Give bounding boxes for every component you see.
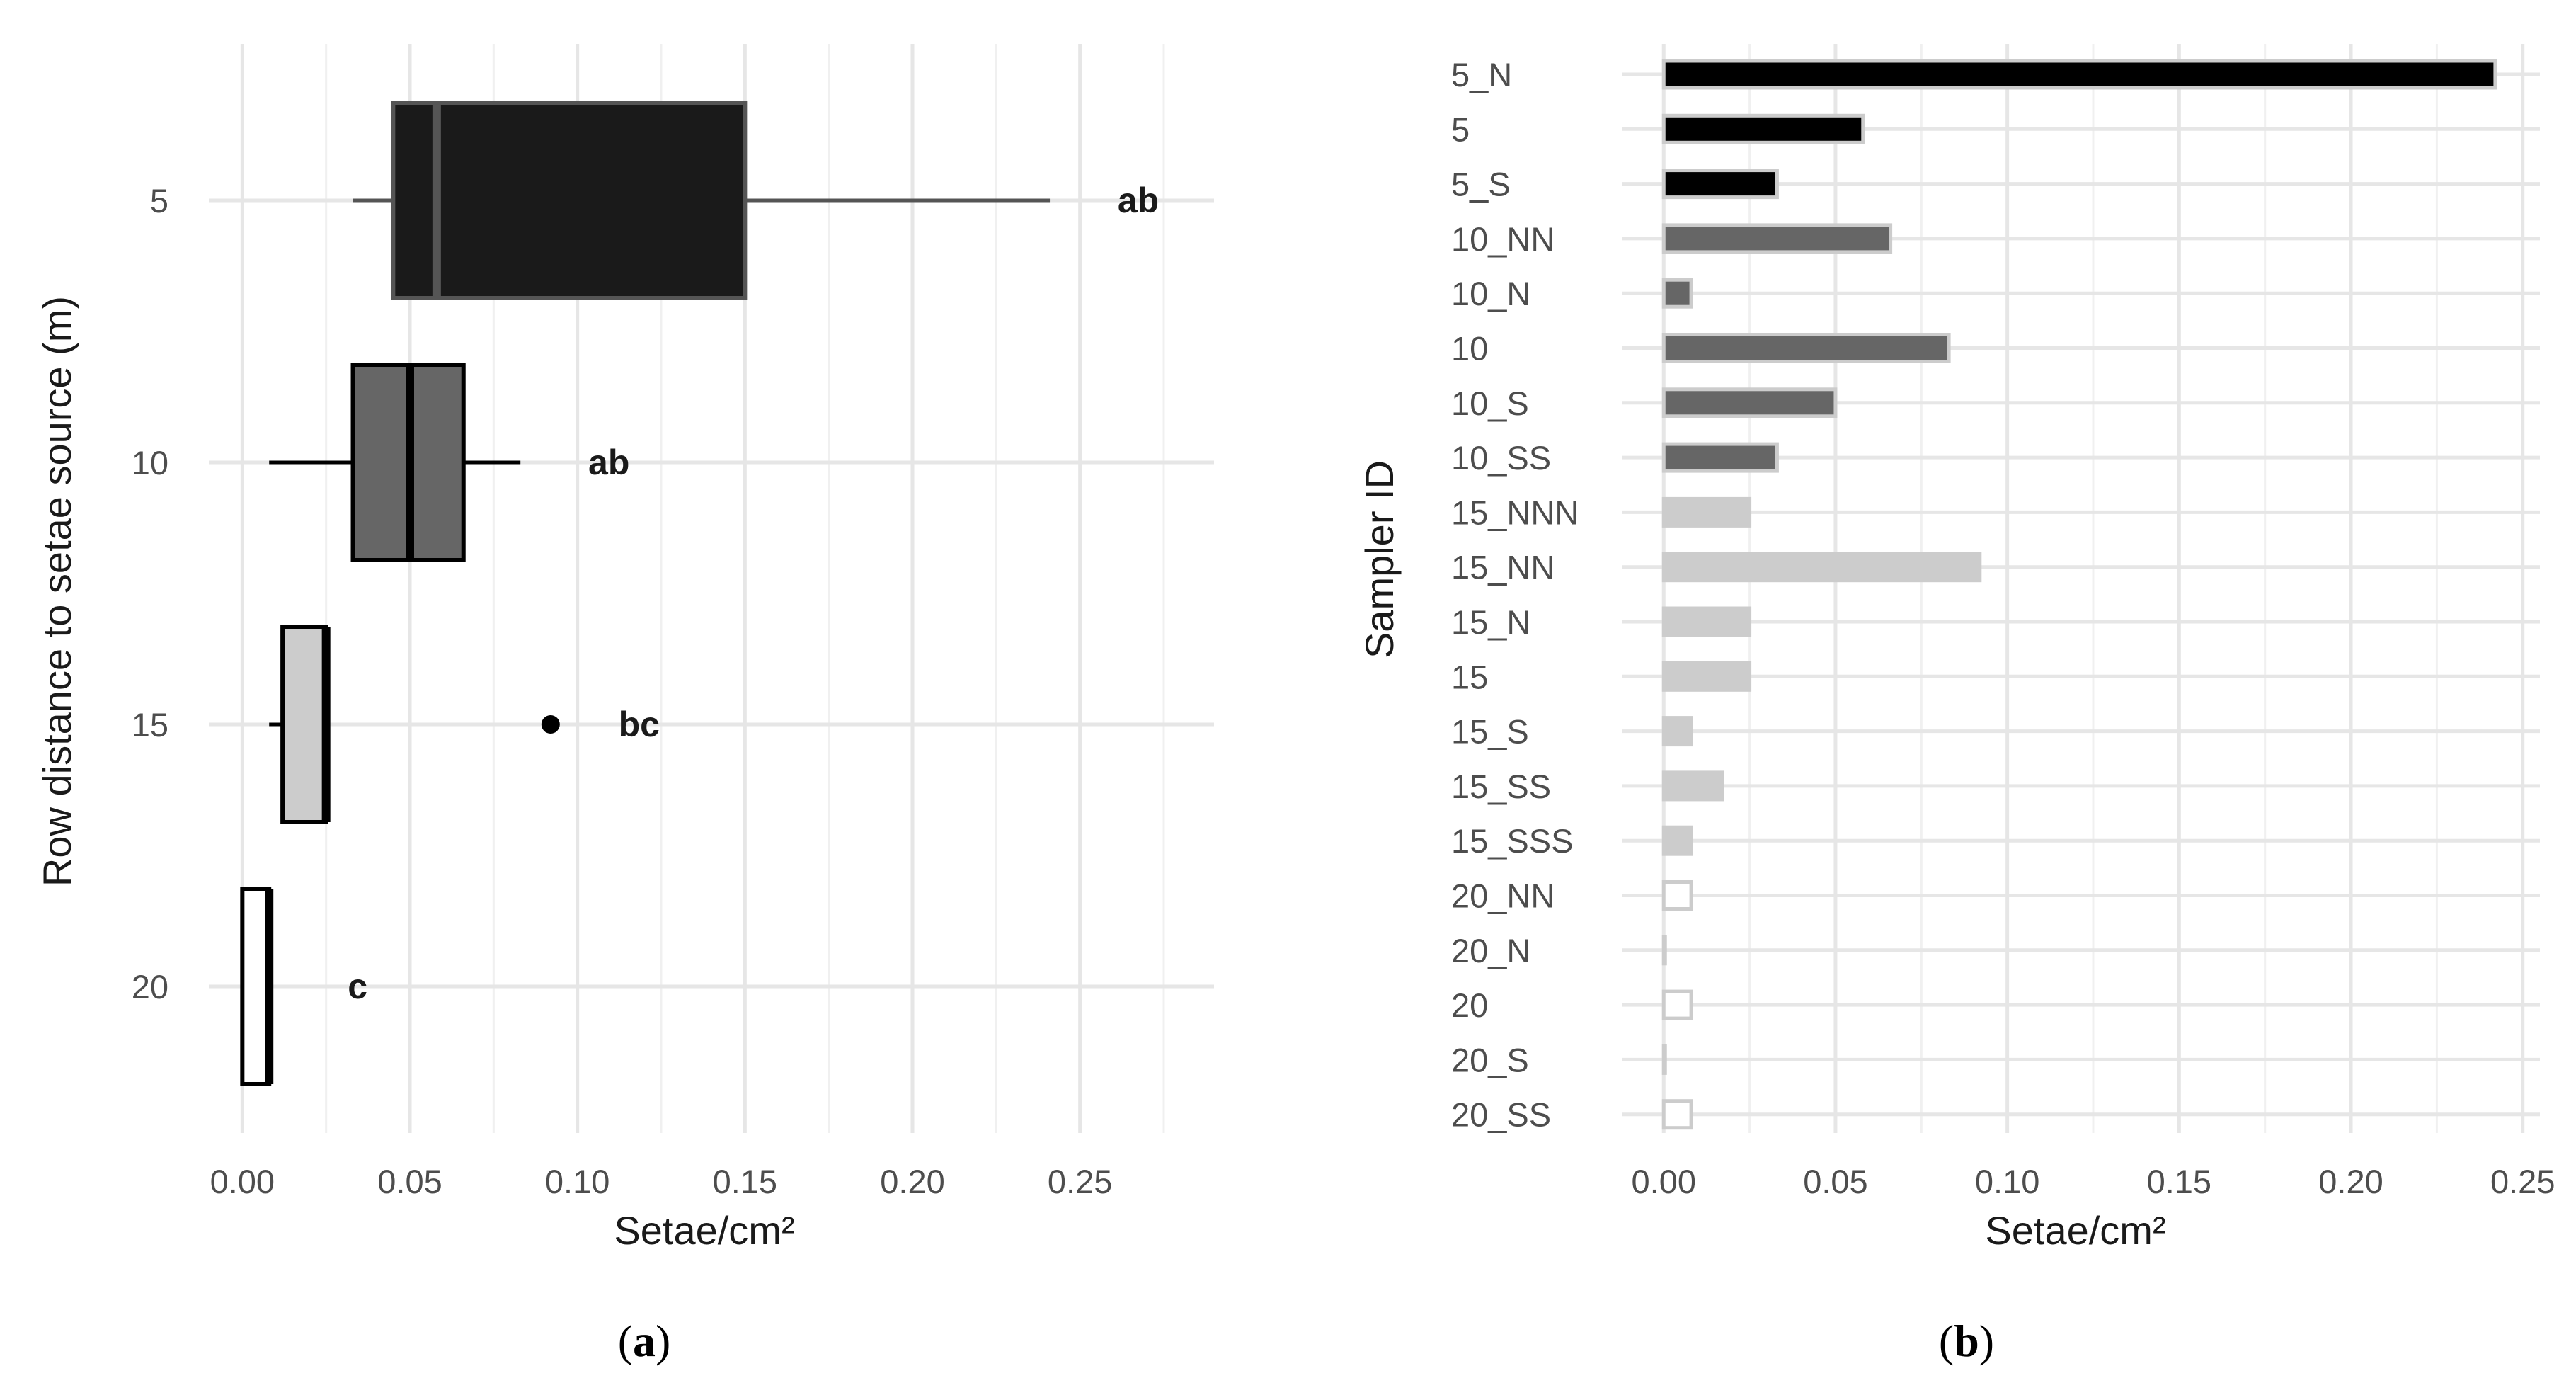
bar-15_SS bbox=[1661, 770, 1724, 802]
bar-10 bbox=[1661, 333, 1951, 363]
significance-letter: ab bbox=[1118, 181, 1159, 220]
x-tick-label: 0.20 bbox=[2318, 1163, 2383, 1200]
box-iqr bbox=[391, 101, 748, 300]
y-tick-label: 10_N bbox=[1451, 275, 1530, 312]
box-group-5: ab bbox=[353, 101, 1159, 300]
bar-15_NN bbox=[1661, 552, 1982, 583]
x-tick-label: 0.00 bbox=[1632, 1163, 1696, 1200]
y-tick-label: 20 bbox=[132, 968, 168, 1006]
bar-5_N bbox=[1661, 59, 2497, 90]
y-tick-label: 15 bbox=[1451, 658, 1488, 695]
y-tick-label: 20_NN bbox=[1451, 877, 1555, 915]
x-tick-label: 0.20 bbox=[880, 1163, 944, 1200]
significance-letter: ab bbox=[588, 443, 629, 482]
significance-letter: bc bbox=[619, 705, 660, 744]
box-group-15: bc bbox=[269, 625, 660, 824]
y-tick-label: 5_N bbox=[1451, 56, 1512, 93]
y-tick-label: 15_NNN bbox=[1451, 494, 1579, 531]
y-tick-label: 10 bbox=[132, 444, 168, 482]
panel-b-label: (b) bbox=[1939, 1316, 1994, 1366]
panel-a-boxplot: ab ab bc c 0.00 0.05 0.10 0.15 0.20 0.25 5 10 15 20… bbox=[35, 44, 1214, 1366]
outlier-point bbox=[541, 715, 560, 734]
y-tick-label: 5_S bbox=[1451, 166, 1511, 203]
bar-20_NN bbox=[1661, 880, 1693, 911]
y-tick-label: 5 bbox=[1451, 110, 1470, 148]
panel-a-y-axis-title: Row distance to setae source (m) bbox=[35, 296, 79, 887]
panel-b-x-tick-labels: 0.00 0.05 0.10 0.15 0.20 0.25 bbox=[1632, 1163, 2555, 1200]
bar-10_N bbox=[1661, 278, 1693, 309]
x-tick-label: 0.25 bbox=[2490, 1163, 2555, 1200]
y-tick-label: 20_N bbox=[1451, 932, 1530, 969]
panel-b-y-tick-labels: 5_N 5 5_S 10_NN 10_N 10 10_S 10_SS 15_NNN 15_NN 15… bbox=[1451, 56, 1579, 1134]
bar-20 bbox=[1661, 989, 1693, 1020]
y-tick-label: 10_S bbox=[1451, 385, 1529, 422]
panel-b-x-axis-title: Setae/cm² bbox=[1985, 1208, 2165, 1253]
y-tick-label: 15 bbox=[132, 706, 168, 744]
y-tick-label: 5 bbox=[150, 182, 168, 220]
y-tick-label: 15_NN bbox=[1451, 549, 1555, 586]
box-group-10: ab bbox=[269, 363, 629, 562]
y-tick-label: 20 bbox=[1451, 986, 1488, 1024]
box-iqr bbox=[280, 625, 328, 824]
y-tick-label: 10 bbox=[1451, 330, 1488, 368]
bar-5 bbox=[1661, 113, 1865, 144]
panel-a-boxes: ab ab bc c bbox=[240, 101, 1159, 1086]
bar-10_NN bbox=[1661, 223, 1893, 254]
x-tick-label: 0.00 bbox=[210, 1163, 275, 1200]
panel-b-y-axis-title: Sampler ID bbox=[1357, 460, 1402, 659]
y-tick-label: 15_N bbox=[1451, 603, 1530, 641]
panel-b-bars bbox=[1661, 59, 2497, 1130]
panel-a-x-tick-labels: 0.00 0.05 0.10 0.15 0.20 0.25 bbox=[210, 1163, 1113, 1200]
x-tick-label: 0.10 bbox=[1975, 1163, 2039, 1200]
x-tick-label: 0.15 bbox=[713, 1163, 777, 1200]
x-tick-label: 0.10 bbox=[545, 1163, 609, 1200]
bar-15_NNN bbox=[1661, 496, 1752, 528]
x-tick-label: 0.05 bbox=[1803, 1163, 1867, 1200]
y-tick-label: 15_S bbox=[1451, 713, 1529, 751]
bar-20_SS bbox=[1661, 1099, 1693, 1130]
bar-20_S bbox=[1661, 1044, 1667, 1075]
bar-10_SS bbox=[1661, 442, 1779, 473]
bar-15_S bbox=[1661, 716, 1693, 747]
y-tick-label: 15_SSS bbox=[1451, 822, 1573, 860]
bar-15_SSS bbox=[1661, 825, 1693, 856]
bar-15_N bbox=[1661, 606, 1752, 637]
y-tick-label: 20_SS bbox=[1451, 1096, 1551, 1134]
y-tick-label: 20_S bbox=[1451, 1041, 1529, 1078]
x-tick-label: 0.15 bbox=[2147, 1163, 2211, 1200]
panel-a-label: (a) bbox=[618, 1316, 671, 1366]
panel-a-x-axis-title: Setae/cm² bbox=[614, 1208, 794, 1253]
bar-15 bbox=[1661, 661, 1752, 692]
bar-5_S bbox=[1661, 169, 1779, 200]
panel-a-y-tick-labels: 5 10 15 20 bbox=[132, 182, 168, 1006]
significance-letter: c bbox=[348, 967, 367, 1006]
y-tick-label: 10_NN bbox=[1451, 220, 1555, 258]
bar-10_S bbox=[1661, 387, 1838, 418]
bar-20_N bbox=[1661, 935, 1667, 966]
x-tick-label: 0.05 bbox=[377, 1163, 442, 1200]
y-tick-label: 10_SS bbox=[1451, 439, 1551, 477]
y-tick-label: 15_SS bbox=[1451, 768, 1551, 805]
panel-b-gridlines bbox=[1622, 44, 2540, 1133]
x-tick-label: 0.25 bbox=[1048, 1163, 1112, 1200]
box-group-20: c bbox=[240, 887, 367, 1086]
panel-b-bar-chart: 0.00 0.05 0.10 0.15 0.20 0.25 5_N 5 5_S 10_NN 10_… bbox=[1357, 44, 2555, 1366]
